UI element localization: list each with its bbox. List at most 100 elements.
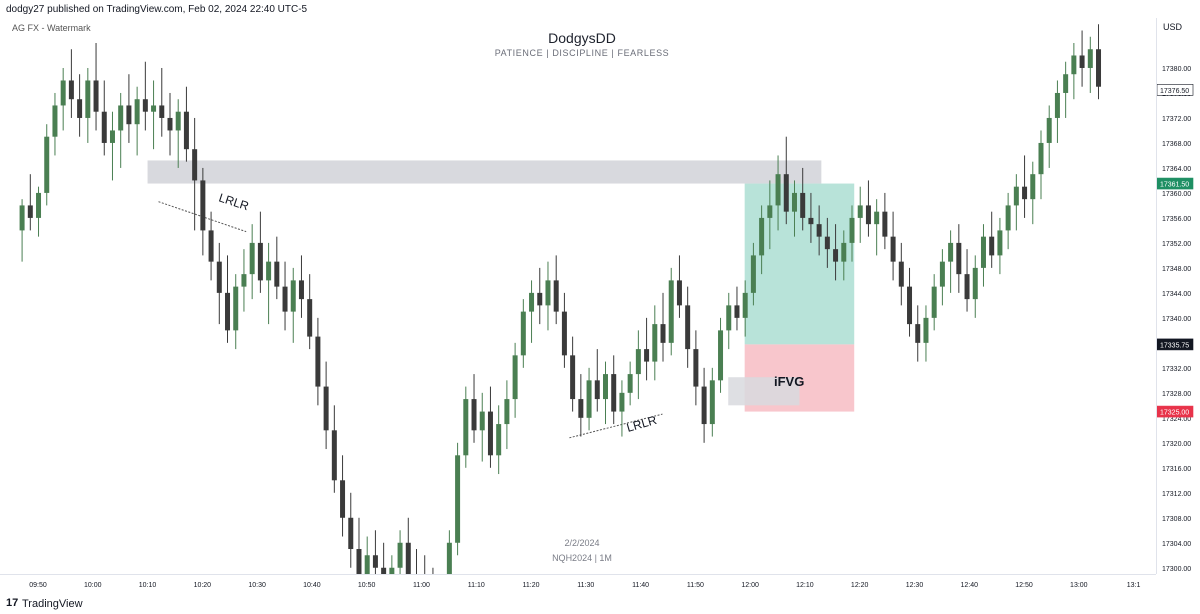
- candle: [1046, 105, 1052, 168]
- publish-line: dodgy27 published on TradingView.com, Fe…: [6, 4, 308, 15]
- candle-body: [759, 217, 765, 256]
- candle: [487, 386, 493, 468]
- price-tick-label: 17368.00: [1162, 141, 1191, 148]
- candle-body: [27, 205, 33, 218]
- candle-body: [915, 324, 921, 343]
- price-tick-label: 17324.00: [1162, 416, 1191, 423]
- candle-body: [865, 205, 871, 225]
- candlestick-chart[interactable]: LRLR LRLR iFVG: [0, 18, 1156, 614]
- candle-body: [964, 274, 970, 300]
- price-tick-label: 17348.00: [1162, 266, 1191, 273]
- chart-area[interactable]: LRLR LRLR iFVG: [0, 18, 1156, 614]
- time-tick-label: 09:50: [29, 582, 47, 589]
- time-axis[interactable]: 09:50 10:00 10:10 10:20 10:30 10:40 10:50 11:00…: [0, 574, 1156, 593]
- candle-body: [266, 261, 272, 281]
- candle-body: [709, 380, 715, 425]
- chart-date-label: 2/2/2024: [564, 538, 600, 548]
- candle-body: [101, 111, 107, 143]
- candle: [27, 174, 33, 231]
- price-tag-text: 17335.75: [1160, 342, 1189, 349]
- candle-body: [734, 305, 740, 318]
- candle-body: [208, 230, 214, 262]
- candle: [44, 124, 50, 206]
- candle: [956, 224, 962, 293]
- candle: [142, 61, 148, 131]
- time-tick-label: 11:40: [632, 582, 649, 589]
- candle: [1038, 130, 1044, 200]
- candle-body: [956, 242, 962, 275]
- currency-label: USD: [1163, 22, 1183, 32]
- candle: [19, 199, 25, 262]
- candle-body: [808, 217, 814, 225]
- candle-body: [93, 80, 99, 112]
- candle-body: [340, 480, 346, 518]
- candle: [561, 292, 567, 368]
- candle: [101, 80, 107, 156]
- candle-body: [109, 130, 115, 143]
- candle-body: [980, 236, 986, 268]
- candle-body: [783, 174, 789, 212]
- price-axis-svg: 17380.0017376.0017372.0017368.0017364.00…: [1156, 66, 1194, 573]
- candle-body: [487, 411, 493, 456]
- candle: [635, 330, 641, 400]
- candle-body: [192, 149, 198, 181]
- candle: [1030, 161, 1036, 225]
- candle: [298, 255, 304, 318]
- candle: [586, 367, 592, 431]
- candle-body: [644, 349, 650, 362]
- candle-body: [989, 236, 995, 256]
- candle: [463, 386, 469, 468]
- time-tick-label: 12:00: [741, 582, 759, 589]
- candle-body: [446, 542, 452, 593]
- candle-body: [183, 111, 189, 150]
- candle-body: [1079, 55, 1085, 68]
- candle-body: [676, 280, 682, 306]
- candle: [529, 280, 535, 343]
- candle-body: [134, 99, 140, 125]
- candle-body: [1063, 74, 1069, 93]
- candle: [783, 136, 789, 225]
- candle-body: [471, 399, 477, 431]
- candle: [898, 242, 904, 306]
- candle: [159, 67, 165, 137]
- candle-body: [882, 211, 888, 237]
- candle-body: [1054, 92, 1060, 118]
- time-tick-label: 11:50: [687, 582, 704, 589]
- candle: [882, 192, 888, 250]
- candle: [249, 224, 255, 300]
- time-tick-label: 13:00: [1070, 582, 1088, 589]
- candle: [668, 267, 674, 356]
- time-tick-label: 10:20: [194, 582, 212, 589]
- time-tick-label: 11:00: [413, 582, 430, 589]
- green-zone-price-tag: 17361.50: [1156, 177, 1194, 190]
- candle-body: [800, 192, 806, 218]
- time-tick-label: 11:20: [523, 582, 540, 589]
- candle-body: [931, 286, 937, 318]
- candle: [997, 217, 1003, 275]
- candle: [520, 299, 526, 368]
- candle: [989, 211, 995, 268]
- candle-body: [151, 105, 157, 112]
- candle: [1005, 192, 1011, 250]
- candle-body: [693, 349, 699, 387]
- candle-body: [997, 230, 1003, 256]
- candle-body: [660, 324, 666, 343]
- price-axis[interactable]: 17380.0017376.0017372.0017368.0017364.00…: [1156, 18, 1200, 574]
- candle: [537, 267, 543, 325]
- candle-body: [553, 280, 559, 312]
- candle: [134, 86, 140, 156]
- price-tick-label: 17332.00: [1162, 366, 1191, 373]
- candle-body: [578, 399, 584, 418]
- candle-body: [331, 430, 337, 481]
- candle-body: [52, 105, 58, 137]
- candle-body: [561, 311, 567, 356]
- candle-body: [701, 386, 707, 425]
- chart-watermark-subtitle: PATIENCE | DISCIPLINE | FEARLESS: [494, 48, 670, 58]
- candle: [849, 205, 855, 262]
- price-tick-label: 17312.00: [1162, 491, 1191, 498]
- candle: [619, 380, 625, 437]
- price-tick-label: 17364.00: [1162, 166, 1191, 173]
- price-tick-label: 17352.00: [1162, 241, 1191, 248]
- candle-body: [348, 517, 354, 550]
- candle: [685, 286, 691, 368]
